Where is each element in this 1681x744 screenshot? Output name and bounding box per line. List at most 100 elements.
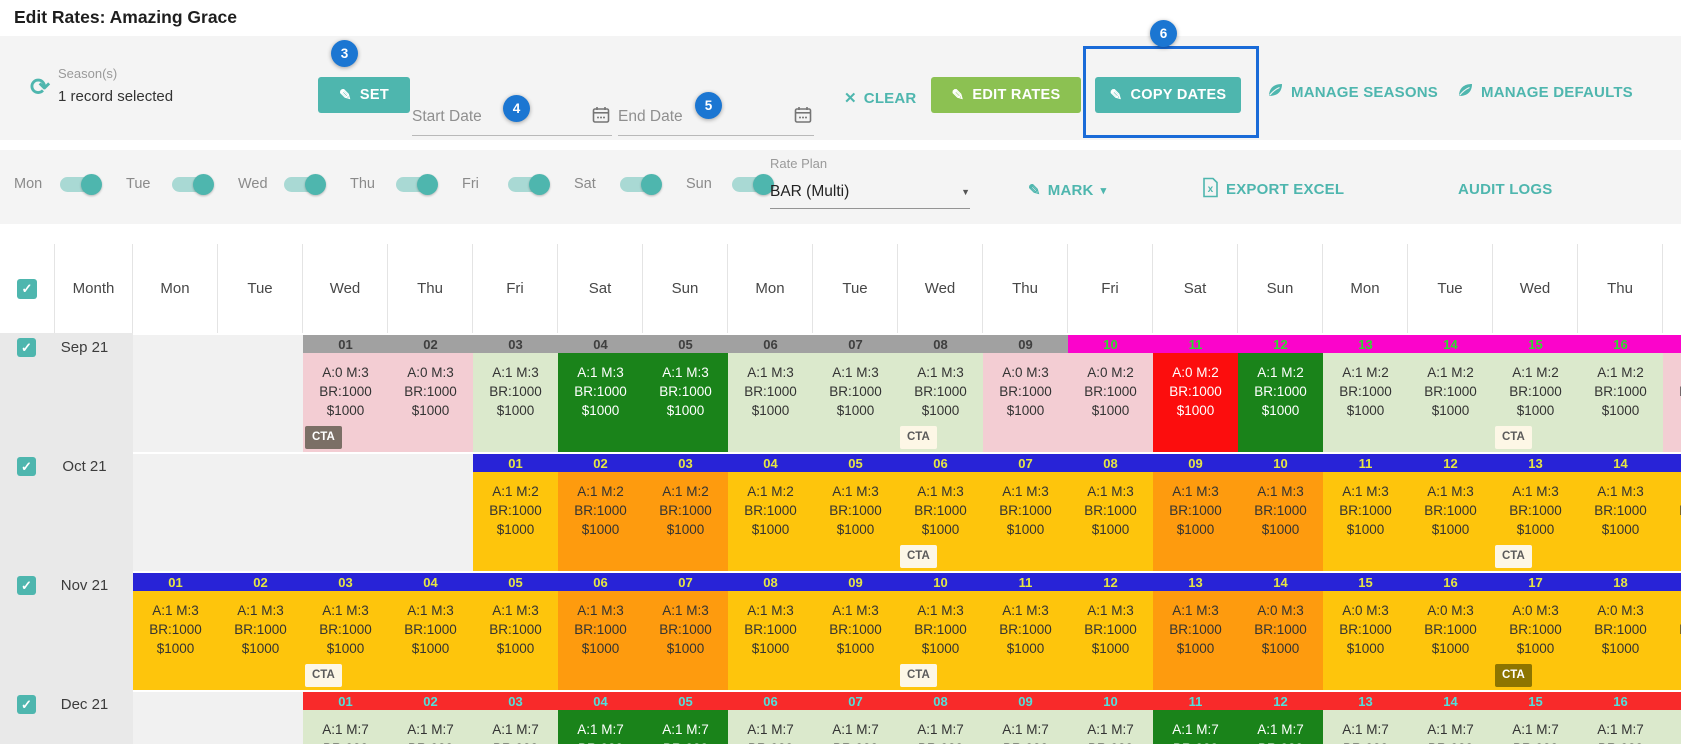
- toggle-fri[interactable]: [508, 177, 548, 192]
- rate-cell[interactable]: A:1 M:3BR:1000$1000: [813, 591, 898, 690]
- rate-cell[interactable]: A:1 M:3BR:1000$1000: [728, 353, 813, 452]
- calendar-icon[interactable]: [794, 106, 812, 129]
- rate-cell[interactable]: A:0 M:3BR:1000$1000: [1238, 591, 1323, 690]
- day-toggle: Wed: [238, 176, 324, 192]
- rate-cell[interactable]: A:0 M:3BR:1000$1000: [1323, 591, 1408, 690]
- clear-button[interactable]: ✕ CLEAR: [838, 88, 922, 108]
- rate-cell[interactable]: A:1 M:7BR:900: [558, 710, 643, 744]
- rate-cell[interactable]: A:1 M:7BR:900: [1153, 710, 1238, 744]
- copy-dates-button[interactable]: ✎ COPY DATES: [1095, 77, 1241, 113]
- rate-cell[interactable]: A:0 M:2BR:1000$1000: [1068, 353, 1153, 452]
- rate-cell[interactable]: A:0 M:2BR:1000$1000: [1663, 353, 1681, 452]
- rate-cell[interactable]: A:0 M:3BR:1000$1000: [388, 353, 473, 452]
- rate-cell[interactable]: A:1 M:7BR:900: [1068, 710, 1153, 744]
- rate-cell[interactable]: A:1 M:3BR:1000$1000CTA: [898, 472, 983, 571]
- toggle-sun[interactable]: [732, 177, 772, 192]
- rate-cell[interactable]: A:1 M:3BR:1000$1000: [983, 472, 1068, 571]
- rate-cell[interactable]: A:1 M:2BR:1000$1000: [1578, 353, 1663, 452]
- rate-cell[interactable]: A:1 M:7BR:900: [388, 710, 473, 744]
- rate-cell[interactable]: A:0 M:3BR:1000$1000CTA: [303, 353, 388, 452]
- rate-cell[interactable]: A:1 M:3BR:1000$1000: [1068, 472, 1153, 571]
- manage-defaults-button[interactable]: MANAGE DEFAULTS: [1450, 80, 1639, 104]
- rate-cell[interactable]: A:1 M:2BR:1000$1000: [1408, 353, 1493, 452]
- rate-cell[interactable]: A:1 M:2BR:1000$1000CTA: [1493, 353, 1578, 452]
- rate-cell[interactable]: A:1 M:7BR:900: [1323, 710, 1408, 744]
- set-button[interactable]: ✎ SET: [318, 77, 410, 113]
- day-column: 08A:1 M:3BR:1000$1000: [728, 571, 813, 690]
- rate-cell[interactable]: A:1 M:3BR:1000$1000: [643, 353, 728, 452]
- rate-cell[interactable]: A:1 M:7BR:900: [1238, 710, 1323, 744]
- rate-cell[interactable]: A:1 M:3BR:1000$1000: [1663, 472, 1681, 571]
- row-checkbox[interactable]: ✓: [17, 457, 36, 476]
- rate-cell[interactable]: A:1 M:3BR:1000$1000: [983, 591, 1068, 690]
- rate-cell[interactable]: A:1 M:3BR:1000$1000: [1578, 472, 1663, 571]
- rate-cell[interactable]: A:1 M:3BR:1000$1000: [643, 591, 728, 690]
- rate-cell[interactable]: A:1 M:7BR:900: [983, 710, 1068, 744]
- rate-cell[interactable]: A:1 M:3BR:1000$1000: [558, 353, 643, 452]
- rate-cell[interactable]: A:0 M:3BR:1000$1000CTA: [1493, 591, 1578, 690]
- rate-cell[interactable]: A:1 M:7BR:900: [473, 710, 558, 744]
- rate-plan-select[interactable]: Rate Plan BAR (Multi) ▼: [770, 156, 970, 209]
- export-excel-button[interactable]: x EXPORT EXCEL: [1196, 176, 1350, 203]
- rate-cell[interactable]: A:1 M:7BR:900: [813, 710, 898, 744]
- rate-cell[interactable]: A:0 M:2BR:1000$1000: [1153, 353, 1238, 452]
- seasons-field[interactable]: Season(s) 1 record selected: [58, 66, 173, 105]
- cta-badge: CTA: [1495, 545, 1532, 568]
- audit-logs-button[interactable]: AUDIT LOGS: [1452, 180, 1559, 199]
- select-all-checkbox[interactable]: ✓: [17, 279, 37, 299]
- toggle-mon[interactable]: [60, 177, 100, 192]
- rate-cell[interactable]: A:1 M:7BR:900: [728, 710, 813, 744]
- rate-cell[interactable]: A:1 M:3BR:1000$1000: [1153, 472, 1238, 571]
- rate-cell[interactable]: A:1 M:3BR:1000$1000: [1153, 591, 1238, 690]
- rate-cell[interactable]: A:1 M:7BR:900: [1663, 710, 1681, 744]
- rate-cell[interactable]: A:1 M:3BR:1000$1000: [1323, 472, 1408, 571]
- toggle-tue[interactable]: [172, 177, 212, 192]
- rate-cell[interactable]: A:1 M:2BR:1000$1000: [558, 472, 643, 571]
- rate-cell[interactable]: A:1 M:3BR:1000$1000: [728, 591, 813, 690]
- rate-cell[interactable]: A:1 M:7BR:900: [643, 710, 728, 744]
- rate-cell[interactable]: A:1 M:3BR:1000$1000: [813, 472, 898, 571]
- rate-cell[interactable]: A:1 M:7BR:900: [898, 710, 983, 744]
- rate-cell[interactable]: A:1 M:3BR:1000$1000: [1068, 591, 1153, 690]
- rate-cell[interactable]: A:1 M:3BR:1000$1000: [1238, 472, 1323, 571]
- toggle-wed[interactable]: [284, 177, 324, 192]
- rate-cell[interactable]: A:1 M:3BR:1000$1000CTA: [898, 591, 983, 690]
- rate-cell[interactable]: A:1 M:3BR:1000$1000: [473, 353, 558, 452]
- rate-cell[interactable]: A:1 M:2BR:1000$1000: [643, 472, 728, 571]
- rate-cell[interactable]: A:1 M:7BR:900: [303, 710, 388, 744]
- audit-logs-label: AUDIT LOGS: [1458, 181, 1553, 198]
- row-checkbox[interactable]: ✓: [17, 338, 36, 357]
- rate-cell[interactable]: A:1 M:2BR:1000$1000: [728, 472, 813, 571]
- toggle-thu[interactable]: [396, 177, 436, 192]
- rate-cell[interactable]: A:1 M:7BR:900: [1493, 710, 1578, 744]
- rate-cell[interactable]: A:1 M:3BR:1000$1000CTA: [898, 353, 983, 452]
- rate-cell[interactable]: A:1 M:7BR:900: [1578, 710, 1663, 744]
- rate-line: BR:900: [1323, 739, 1408, 744]
- rate-cell[interactable]: A:1 M:2BR:1000$1000: [473, 472, 558, 571]
- rate-cell[interactable]: A:1 M:3BR:1000$1000: [218, 591, 303, 690]
- manage-seasons-button[interactable]: MANAGE SEASONS: [1260, 80, 1444, 104]
- mark-button[interactable]: ✎ MARK ▾: [1022, 180, 1112, 200]
- calendar-icon[interactable]: [592, 106, 610, 129]
- toggle-sat[interactable]: [620, 177, 660, 192]
- rate-cell[interactable]: A:1 M:3BR:1000$1000: [1408, 472, 1493, 571]
- edit-rates-button[interactable]: ✎ EDIT RATES: [931, 77, 1081, 113]
- rate-cell[interactable]: A:0 M:3BR:1000$1000: [983, 353, 1068, 452]
- row-checkbox[interactable]: ✓: [17, 576, 36, 595]
- row-checkbox[interactable]: ✓: [17, 695, 36, 714]
- rate-cell[interactable]: A:1 M:2BR:1000$1000: [1238, 353, 1323, 452]
- rate-cell[interactable]: A:0 M:3BR:1000$1000: [1408, 591, 1493, 690]
- date-number: 10: [1068, 333, 1153, 353]
- rate-cell[interactable]: A:1 M:7BR:900: [1408, 710, 1493, 744]
- rate-cell[interactable]: A:0 M:3BR:1000$1000: [1578, 591, 1663, 690]
- rate-cell[interactable]: A:1 M:3BR:1000$1000: [388, 591, 473, 690]
- rate-cell[interactable]: A:0 M:3BR:1000$1000: [1663, 591, 1681, 690]
- rate-cell[interactable]: A:1 M:3BR:1000$1000: [558, 591, 643, 690]
- rate-cell[interactable]: A:1 M:3BR:1000$1000CTA: [1493, 472, 1578, 571]
- rate-cell[interactable]: A:1 M:2BR:1000$1000: [1323, 353, 1408, 452]
- rate-cell[interactable]: A:1 M:3BR:1000$1000: [473, 591, 558, 690]
- rate-cell[interactable]: A:1 M:3BR:1000$1000: [133, 591, 218, 690]
- rate-cell[interactable]: A:1 M:3BR:1000$1000: [813, 353, 898, 452]
- refresh-icon[interactable]: ⟳: [24, 72, 56, 103]
- rate-cell[interactable]: A:1 M:3BR:1000$1000CTA: [303, 591, 388, 690]
